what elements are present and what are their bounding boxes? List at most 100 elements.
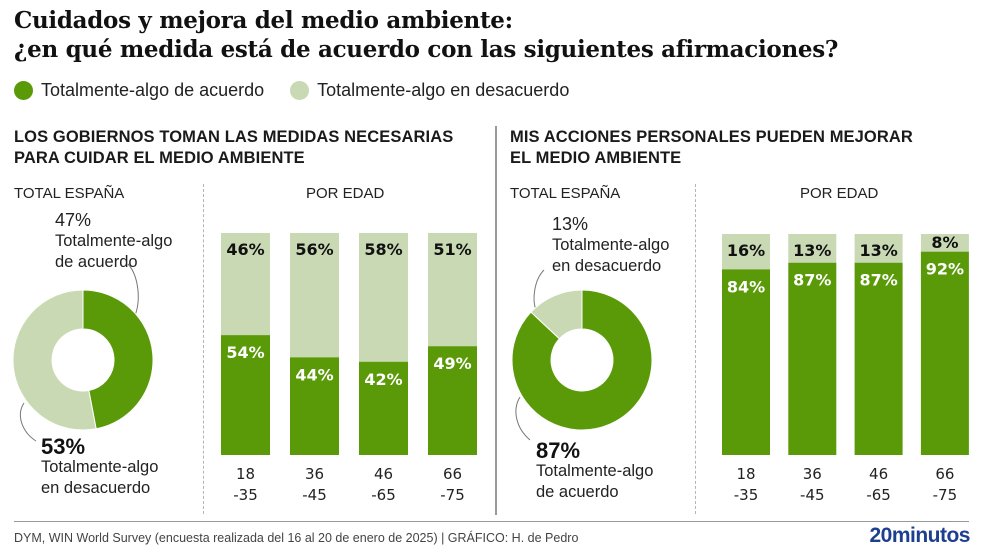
title-line-2: ¿en qué medida está de acuerdo con las s… (14, 36, 839, 63)
panel-1-donut-top-label: 47% Totalmente-algo de acuerdo (55, 210, 172, 273)
panel-1-dashed-separator (203, 184, 204, 514)
panel-1-bar-disagree (290, 233, 339, 358)
legend-item-agree: Totalmente-algo de acuerdo (14, 80, 264, 101)
panel-1-label-disagree: 58% (364, 240, 402, 259)
panel-2-tick-label: -35 (734, 486, 759, 504)
panel-2-label-agree: 87% (793, 271, 831, 290)
panel-2-bar-disagree (722, 234, 770, 270)
panel-2-bar-disagree (920, 234, 969, 252)
title-line-1: Cuidados y mejora del medio ambiente: (14, 7, 513, 34)
chart-title: Cuidados y mejora del medio ambiente: ¿e… (14, 6, 838, 64)
panel-1-tick-label: 36 (305, 465, 324, 483)
legend-label-agree: Totalmente-algo de acuerdo (41, 80, 265, 100)
panel-1-donut-top-line-2: de acuerdo (55, 253, 138, 271)
panel-1-label-agree: 42% (364, 370, 402, 389)
footer-divider (14, 521, 969, 522)
panel-2-donut-top-line-2: en desacuerdo (552, 257, 662, 275)
panel-1-tick-label: 46 (374, 465, 393, 483)
panel-2-donut (511, 289, 653, 431)
panel-2-leader-bottom (515, 396, 531, 441)
panel-1-donut-bottom-pct: 53% (41, 434, 86, 459)
legend-swatch-agree (14, 81, 33, 100)
legend: Totalmente-algo de acuerdo Totalmente-al… (14, 80, 595, 101)
panel-2-label-agree: 87% (859, 271, 897, 290)
panel-2-tick-label: 36 (803, 465, 822, 483)
legend-label-disagree: Totalmente-algo en desacuerdo (317, 80, 570, 100)
panel-1-donut-bottom-line-1: Totalmente-algo (41, 458, 159, 476)
brand-logo: 20minutos (869, 524, 970, 547)
panel-2-title-line-2: EL MEDIO AMBIENTE (510, 149, 682, 167)
legend-item-disagree: Totalmente-algo en desacuerdo (290, 80, 569, 101)
panel-2-label-disagree: 13% (793, 241, 831, 260)
panel-1-donut-bottom-line-2: en desacuerdo (41, 479, 151, 497)
panel-2-donut-top-label: 13% Totalmente-algo en desacuerdo (552, 214, 669, 277)
panel-1-label-disagree: 51% (433, 240, 471, 259)
panel-2-label-disagree: 8% (931, 233, 958, 252)
panel-1-tick-label: -45 (302, 486, 327, 504)
panel-2-title: MIS ACCIONES PERSONALES PUEDEN MEJORAR E… (510, 127, 913, 169)
panel-2-bar-agree (722, 269, 770, 455)
panel-1-tick-label: -75 (440, 486, 465, 504)
panel-2-bar-agree (920, 251, 969, 455)
panel-2-title-line-1: MIS ACCIONES PERSONALES PUEDEN MEJORAR (510, 128, 913, 146)
panel-1-donut-slice-agree (82, 289, 154, 430)
panel-1-donut-slice-disagree (12, 289, 97, 431)
footer-source: DYM, WIN World Survey (encuesta realizad… (14, 531, 579, 545)
panel-2-bar-disagree (854, 234, 903, 263)
panel-2-label-disagree: 13% (859, 241, 897, 260)
panel-divider (495, 126, 497, 515)
panel-1-title-line-1: LOS GOBIERNOS TOMAN LAS MEDIDAS NECESARI… (14, 128, 454, 146)
legend-swatch-disagree (290, 81, 310, 100)
panel-2-donut-bottom-line-2: de acuerdo (536, 483, 619, 501)
panel-2-donut-slice-agree (511, 289, 653, 431)
panel-1-bar-chart: 46% 54% 18 -35 56% 44% 36 -45 58% 42% 46 -65 51% 49% 6… (221, 233, 477, 504)
panel-2-donut-slice-disagree (530, 289, 583, 340)
panel-1-age-label: POR EDAD (306, 185, 385, 202)
panel-1-title-line-2: PARA CUIDAR EL MEDIO AMBIENTE (14, 149, 305, 167)
panel-1-tick-label: 66 (443, 465, 462, 483)
panel-1-donut (12, 289, 154, 431)
panel-1-label-agree: 44% (295, 365, 333, 384)
panel-2-donut-top-line-1: Totalmente-algo (552, 236, 670, 254)
panel-2-bar-chart: 16% 84% 18 -35 13% 87% 36 -45 13% 87% 46 -65 8% 92% 66… (722, 233, 969, 504)
panel-1-bar-agree (359, 361, 408, 455)
panel-2-donut-bottom-line-1: Totalmente-algo (536, 462, 654, 480)
panel-2-tick-label: -65 (866, 486, 891, 504)
panel-1-donut-top-pct: 47% (55, 210, 92, 230)
panel-2-age-label: POR EDAD (800, 185, 879, 202)
panel-1-bar-agree (221, 335, 270, 455)
panel-2-tick-label: 18 (736, 465, 755, 483)
panel-2-donut-bottom-pct: 87% (536, 438, 581, 463)
panel-2-tick-label: 66 (935, 465, 954, 483)
panel-2-bar-disagree (788, 234, 837, 263)
panel-1-donut-top-line-1: Totalmente-algo (55, 232, 173, 250)
panel-1-label-disagree: 46% (226, 240, 264, 259)
panel-1-bar-disagree (221, 233, 270, 336)
panel-2-dashed-separator (695, 184, 696, 514)
panel-1-bar-agree (290, 357, 339, 455)
panel-2-donut-top-pct: 13% (552, 214, 589, 234)
panel-1-label-agree: 49% (433, 354, 471, 373)
panel-1-bar-disagree (359, 233, 408, 362)
panel-2-label-disagree: 16% (727, 241, 765, 260)
panel-2-bar-agree (854, 262, 903, 455)
panel-1-tick-label: 18 (236, 465, 255, 483)
panel-1-label-disagree: 56% (295, 240, 333, 259)
panel-1-donut-bottom-label: 53% Totalmente-algo en desacuerdo (41, 436, 158, 499)
panel-1-tick-label: -35 (233, 486, 258, 504)
panel-2-donut-bottom-label: 87% Totalmente-algo de acuerdo (536, 440, 653, 503)
panel-1-bar-agree (428, 346, 477, 455)
panel-2-leader-top (533, 269, 545, 311)
panel-2-label-agree: 84% (727, 277, 765, 296)
panel-1-leader-bottom (20, 402, 37, 442)
panel-2-tick-label: 46 (869, 465, 888, 483)
panel-1-title: LOS GOBIERNOS TOMAN LAS MEDIDAS NECESARI… (14, 127, 453, 169)
panel-2-label-agree: 92% (926, 260, 964, 279)
panel-2-tick-label: -45 (800, 486, 825, 504)
panel-2-total-label: TOTAL ESPAÑA (510, 185, 621, 202)
panel-2-tick-label: -75 (933, 486, 958, 504)
panel-1-label-agree: 54% (226, 343, 264, 362)
panel-2-bar-agree (788, 262, 837, 455)
panel-1-bar-disagree (428, 233, 477, 347)
